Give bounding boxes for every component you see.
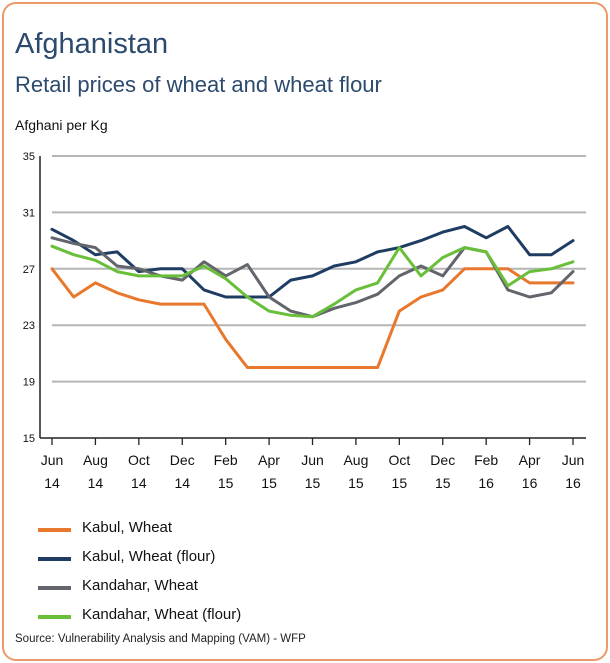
x-tick-label-year: 16 bbox=[478, 475, 494, 491]
x-tick-label-year: 14 bbox=[131, 475, 147, 491]
x-tick-label-year: 15 bbox=[261, 475, 277, 491]
x-tick-label-year: 14 bbox=[44, 475, 60, 491]
legend-swatch bbox=[38, 586, 71, 590]
y-axis-label: Afghani per Kg bbox=[15, 117, 108, 133]
series-line-1 bbox=[50, 225, 575, 299]
legend-label: Kandahar, Wheat bbox=[82, 577, 198, 594]
x-tick-label-year: 15 bbox=[348, 475, 364, 491]
x-tick-label-year: 14 bbox=[88, 475, 104, 491]
legend-label: Kabul, Wheat bbox=[82, 519, 173, 536]
legend-swatch bbox=[38, 528, 71, 532]
x-tick-label-month: Apr bbox=[519, 452, 541, 468]
legend-swatch bbox=[38, 615, 71, 619]
x-tick-label-month: Aug bbox=[83, 452, 108, 468]
source-note: Source: Vulnerability Analysis and Mappi… bbox=[15, 633, 306, 645]
x-tick-label-year: 15 bbox=[392, 475, 408, 491]
x-tick-label-month: Oct bbox=[128, 452, 150, 468]
legend-label: Kabul, Wheat (flour) bbox=[82, 548, 216, 565]
x-tick-label-year: 16 bbox=[522, 475, 538, 491]
x-tick-label-year: 15 bbox=[305, 475, 321, 491]
x-tick-label-month: Feb bbox=[474, 452, 498, 468]
x-tick-label-year: 15 bbox=[435, 475, 451, 491]
legend-label: Kandahar, Wheat (flour) bbox=[82, 606, 242, 623]
y-tick-label: 23 bbox=[23, 320, 35, 332]
x-tick-label-year: 15 bbox=[218, 475, 234, 491]
x-tick-label-month: Jun bbox=[301, 452, 324, 468]
legend-swatch bbox=[38, 557, 71, 561]
x-tick-label-year: 14 bbox=[174, 475, 190, 491]
x-tick-label-year: 16 bbox=[565, 475, 581, 491]
y-tick-label: 27 bbox=[23, 264, 35, 276]
x-tick-label-month: Aug bbox=[343, 452, 368, 468]
y-tick-label: 19 bbox=[23, 377, 35, 389]
x-tick-label-month: Apr bbox=[258, 452, 280, 468]
x-tick-label-month: Oct bbox=[388, 452, 410, 468]
chart-subtitle: Retail prices of wheat and wheat flour bbox=[15, 72, 382, 97]
y-tick-label: 35 bbox=[23, 151, 35, 163]
x-tick-label-month: Dec bbox=[170, 452, 195, 468]
x-tick-label-month: Dec bbox=[430, 452, 455, 468]
y-tick-label: 31 bbox=[23, 207, 35, 219]
page-title: Afghanistan bbox=[15, 28, 169, 60]
series-line-0 bbox=[50, 267, 575, 369]
x-tick-label-month: Jun bbox=[562, 452, 585, 468]
series-line-3 bbox=[50, 244, 575, 319]
x-tick-label-month: Jun bbox=[41, 452, 64, 468]
x-tick-label-month: Feb bbox=[214, 452, 238, 468]
y-tick-label: 15 bbox=[23, 433, 35, 445]
